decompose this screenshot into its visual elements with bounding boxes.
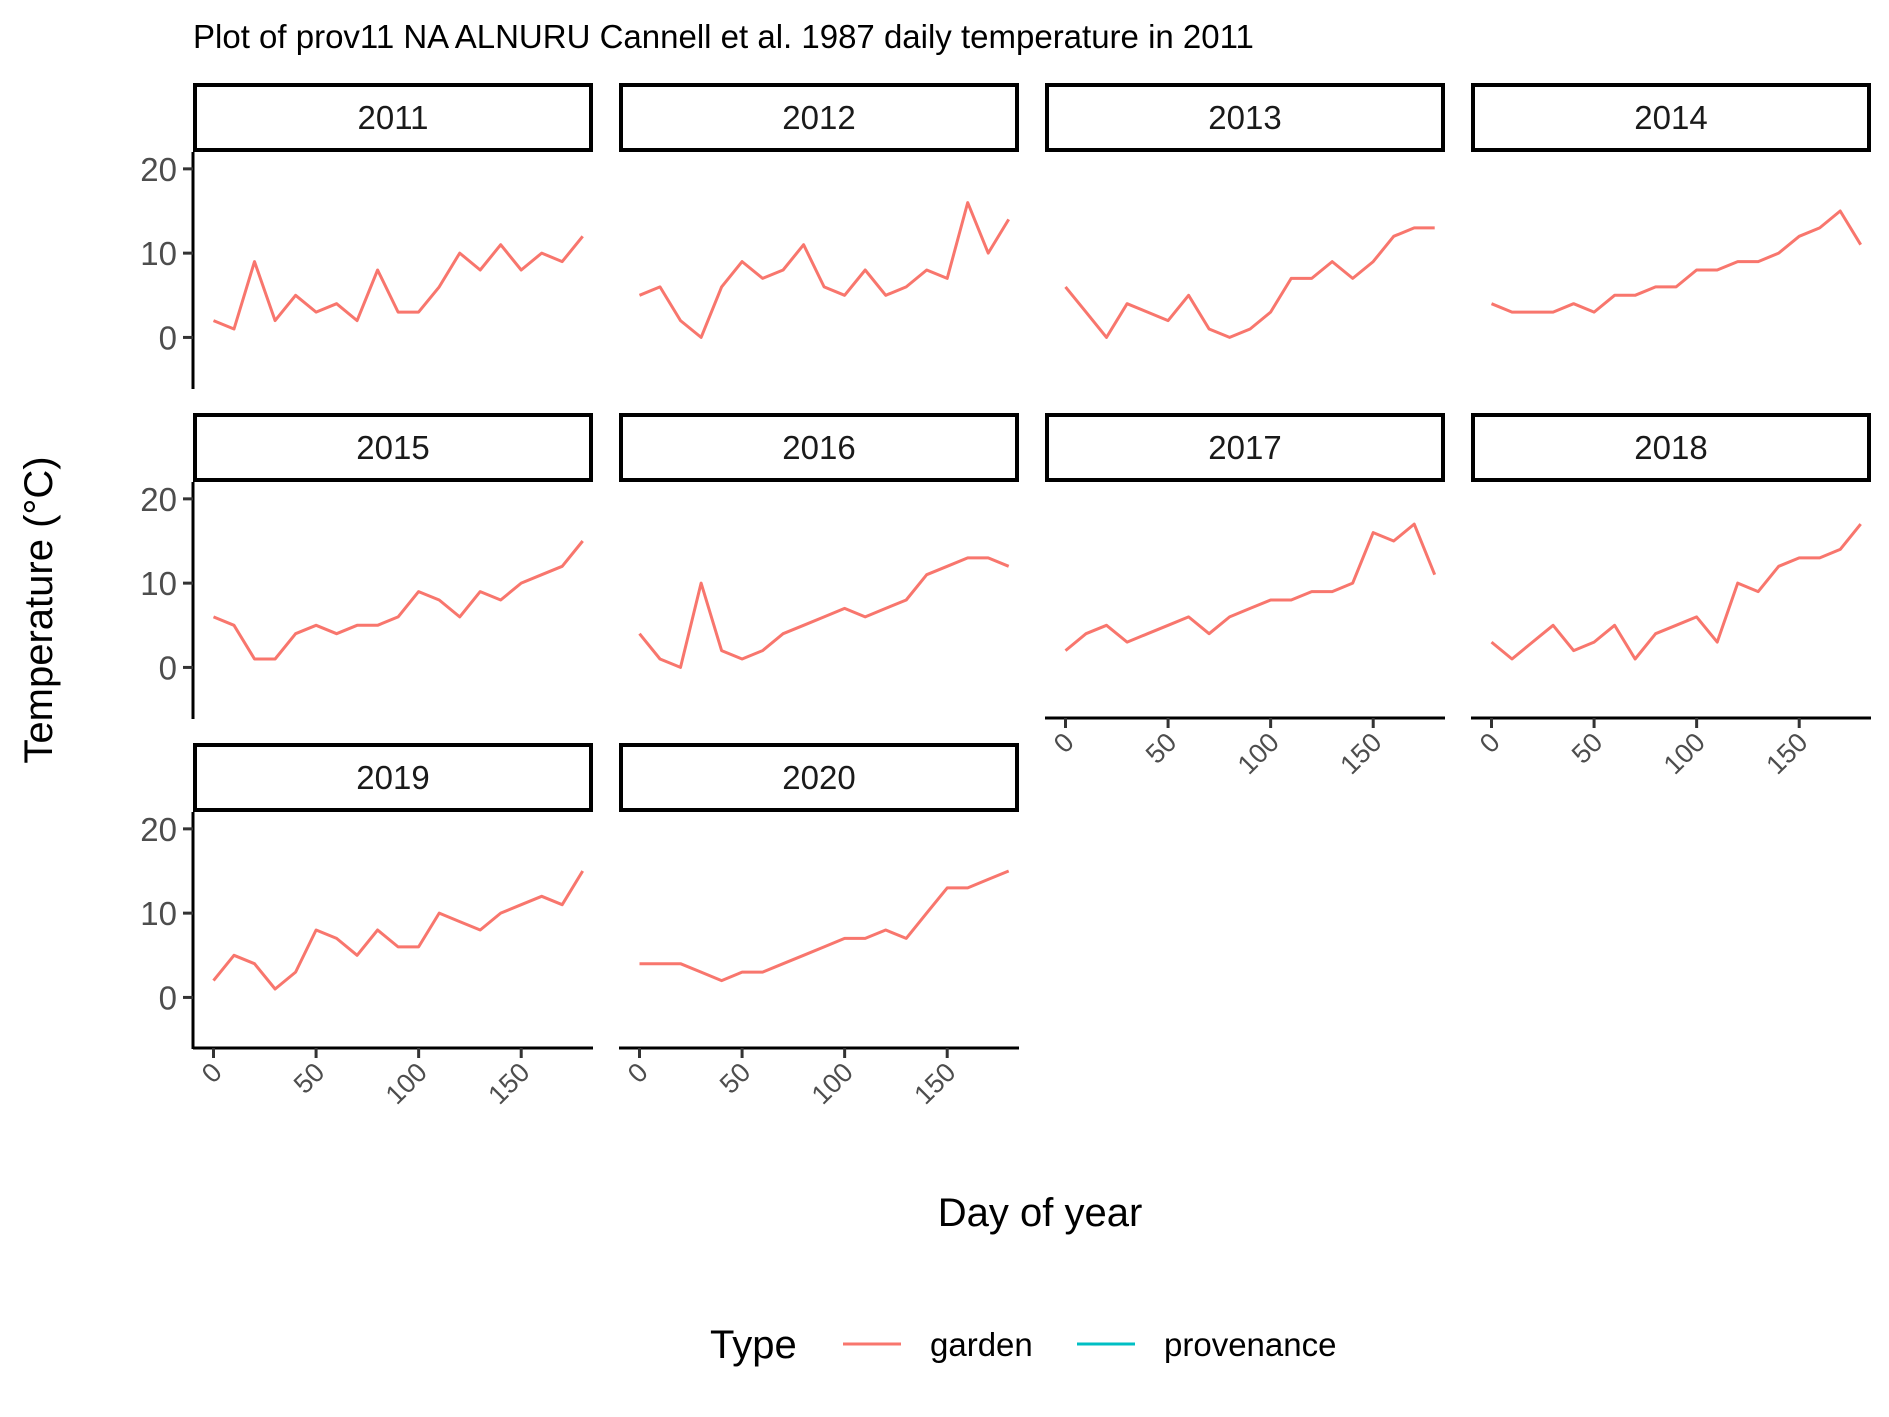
- x-tick-label-2018-100: 100: [1658, 727, 1711, 780]
- x-tick-label-2020-0: 0: [622, 1057, 654, 1089]
- facet-strip-2016: [619, 413, 1019, 482]
- facet-strip-label-2011: 2011: [358, 99, 429, 136]
- series-line-garden-2013: [1064, 226, 1435, 339]
- facet-strip-label-2017: 2017: [1208, 429, 1281, 466]
- facet-strip-2015: [193, 413, 593, 482]
- y-tick-label-2011-20: 20: [140, 151, 177, 188]
- y-tick-label-2015-10: 10: [140, 565, 177, 602]
- facet-strip-2011: [193, 83, 593, 152]
- x-tick-label-2020-100: 100: [806, 1057, 859, 1110]
- facet-panel-2014: 2014: [1471, 83, 1871, 314]
- legend-label-provenance: provenance: [1164, 1326, 1336, 1363]
- y-tick-label-2019-10: 10: [140, 895, 177, 932]
- facet-strip-label-2013: 2013: [1208, 99, 1281, 136]
- legend: Type garden provenance: [710, 1323, 1336, 1367]
- y-tick-label-2011-0: 0: [159, 319, 177, 356]
- facet-strip-label-2012: 2012: [782, 99, 855, 136]
- x-tick-label-2017-150: 150: [1334, 727, 1387, 780]
- x-tick-label-2019-150: 150: [482, 1057, 535, 1110]
- facet-strip-2017: [1045, 413, 1445, 482]
- y-tick-label-2011-10: 10: [140, 235, 177, 272]
- x-tick-label-2018-50: 50: [1566, 727, 1608, 769]
- y-tick-label-2015-0: 0: [159, 649, 177, 686]
- y-tick-label-2015-20: 20: [140, 481, 177, 518]
- x-tick-label-2019-100: 100: [380, 1057, 433, 1110]
- facet-panel-2011: 2011 0 10 20: [140, 83, 593, 389]
- x-axis-title: Day of year: [938, 1191, 1143, 1235]
- x-tick-label-2019-0: 0: [196, 1057, 228, 1089]
- series-line-garden-2018: [1490, 523, 1862, 661]
- facet-panel-2013: 2013: [1045, 83, 1445, 339]
- facet-panel-2016: 2016: [619, 413, 1019, 669]
- series-line-garden-2015: [212, 540, 584, 661]
- chart-title: Plot of prov11 NA ALNURU Cannell et al. …: [193, 18, 1254, 55]
- facet-strip-label-2014: 2014: [1634, 99, 1707, 136]
- x-tick-label-2020-150: 150: [908, 1057, 961, 1110]
- series-line-garden-2014: [1490, 209, 1862, 314]
- series-line-garden-2016: [638, 556, 1010, 669]
- x-tick-label-2019-50: 50: [288, 1057, 330, 1099]
- facet-strip-2012: [619, 83, 1019, 152]
- facet-panel-2015: 2015 0 10 20: [140, 413, 593, 719]
- facet-strip-2014: [1471, 83, 1871, 152]
- facet-strip-2020: [619, 743, 1019, 812]
- x-tick-label-2018-150: 150: [1760, 727, 1813, 780]
- facet-strip-2019: [193, 743, 593, 812]
- facet-strip-label-2020: 2020: [782, 759, 855, 796]
- x-tick-label-2017-0: 0: [1048, 727, 1080, 759]
- y-tick-label-2019-20: 20: [140, 811, 177, 848]
- x-tick-label-2017-100: 100: [1232, 727, 1285, 780]
- legend-label-garden: garden: [930, 1326, 1033, 1363]
- legend-title: Type: [710, 1323, 797, 1367]
- y-axis-title: Temperature (°C): [17, 456, 61, 763]
- facet-strip-label-2018: 2018: [1634, 429, 1707, 466]
- x-tick-label-2017-50: 50: [1140, 727, 1182, 769]
- series-line-garden-2020: [639, 869, 1010, 983]
- series-line-garden-2017: [1064, 522, 1437, 652]
- facet-strip-label-2015: 2015: [356, 429, 429, 466]
- facet-panel-2020: 2020 0 50 100 150: [619, 743, 1019, 1110]
- facet-strip-2013: [1045, 83, 1445, 152]
- series-line-garden-2012: [638, 201, 1010, 339]
- x-tick-label-2018-0: 0: [1474, 727, 1506, 759]
- facet-panel-2017: 2017 0 50 100 150: [1045, 413, 1445, 780]
- series-line-garden-2019: [212, 870, 584, 991]
- y-tick-label-2019-0: 0: [159, 979, 177, 1016]
- facet-strip-label-2019: 2019: [356, 759, 429, 796]
- series-line-garden-2011: [212, 235, 584, 331]
- facet-panel-2018: 2018 0 50 100 150: [1471, 413, 1871, 780]
- x-tick-label-2020-50: 50: [714, 1057, 756, 1099]
- facet-panel-2019: 2019 0 10 20 0 50 100 150: [140, 743, 593, 1110]
- facet-strip-label-2016: 2016: [782, 429, 855, 466]
- facet-panel-2012: 2012: [619, 83, 1019, 339]
- facet-strip-2018: [1471, 413, 1871, 482]
